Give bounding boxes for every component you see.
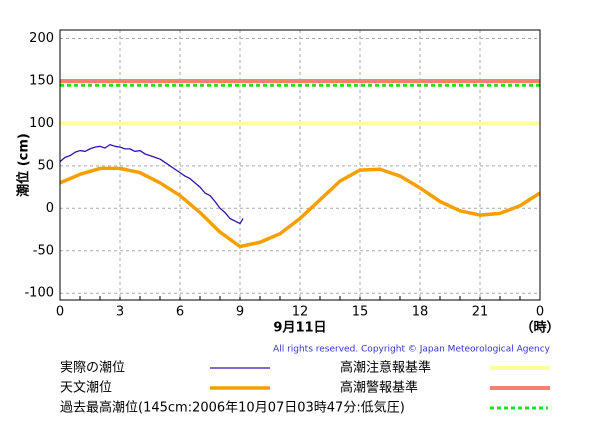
x-tick-label: 0 bbox=[536, 305, 544, 320]
y-tick-label: 0 bbox=[46, 201, 54, 216]
x-axis-label: 9月11日 bbox=[273, 321, 326, 336]
y-tick-label: 100 bbox=[29, 116, 54, 131]
x-tick-label: 21 bbox=[472, 305, 489, 320]
y-tick-label: 50 bbox=[37, 158, 54, 173]
y-tick-label: -100 bbox=[24, 286, 54, 301]
legend-label: 高潮警報基準 bbox=[340, 380, 418, 396]
x-tick-label: 9 bbox=[236, 305, 244, 320]
x-tick-label: 18 bbox=[412, 305, 429, 320]
legend-label: 天文潮位 bbox=[60, 381, 112, 396]
legend-label: 高潮注意報基準 bbox=[340, 360, 431, 376]
x-tick-label: 12 bbox=[292, 305, 309, 320]
legend-label: 実際の潮位 bbox=[60, 360, 125, 376]
x-tick-label: 6 bbox=[176, 305, 184, 320]
plot-frame bbox=[59, 29, 541, 301]
y-tick-label: 200 bbox=[29, 31, 54, 46]
y-tick-label: 150 bbox=[29, 73, 54, 88]
series-line bbox=[59, 166, 541, 249]
copyright: All rights reserved. Copyright © Japan M… bbox=[273, 345, 551, 355]
x-tick-label: 3 bbox=[116, 305, 124, 320]
legend-label: 過去最高潮位(145cm:2006年10月07日03時47分:低気圧) bbox=[60, 400, 405, 416]
y-axis-label: 潮位 (cm) bbox=[16, 133, 32, 197]
y-tick-label: -50 bbox=[33, 243, 54, 258]
x-tick-label: 15 bbox=[352, 305, 369, 320]
x-tick-label: 0 bbox=[56, 305, 64, 320]
x-unit: （時） bbox=[520, 320, 559, 336]
series-line bbox=[59, 143, 244, 225]
